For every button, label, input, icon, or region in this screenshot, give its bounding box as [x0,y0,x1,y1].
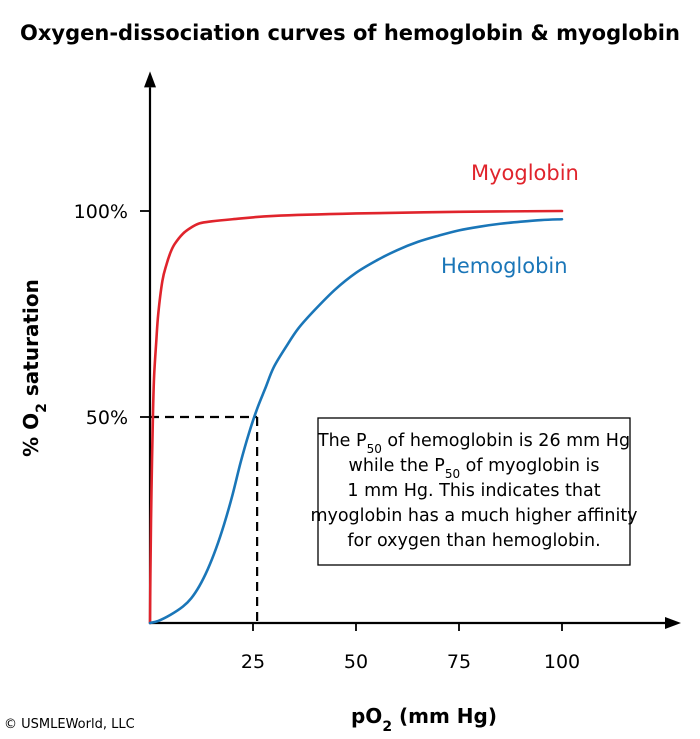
x-axis-title: pO2 (mm Hg) [351,704,497,735]
hemoglobin-curve [148,217,564,625]
y-axis-arrow [144,71,156,88]
annotation-box: The P50 of hemoglobin is 26 mm Hg while t… [310,417,638,566]
tick-marks [140,210,563,631]
y-tick-label: 100% [74,201,128,223]
x-axis-arrow [665,617,681,629]
reference-lines [150,415,259,623]
x-tick-label: 100 [544,651,580,673]
annotation-text: The P50 of hemoglobin is 26 mm Hg while t… [310,431,637,551]
myoglobin-label: Myoglobin [471,161,579,185]
chart-title: Oxygen-dissociation curves of hemoglobin… [20,21,680,45]
x-tick-label: 25 [241,651,265,673]
series-labels: Myoglobin Hemoglobin [441,161,579,278]
series-lines [148,209,564,625]
y-tick-label: 50% [86,407,128,429]
copyright: © USMLEWorld, LLC [4,717,135,732]
myoglobin-curve [148,209,564,625]
x-tick-label: 50 [344,651,368,673]
annotation-border [317,417,631,566]
x-tick-label: 75 [447,651,471,673]
tick-labels: 25 50 75 100 50% 100% [74,201,580,673]
hemoglobin-label: Hemoglobin [441,254,568,278]
y-axis-title: % O2 saturation [19,279,50,457]
